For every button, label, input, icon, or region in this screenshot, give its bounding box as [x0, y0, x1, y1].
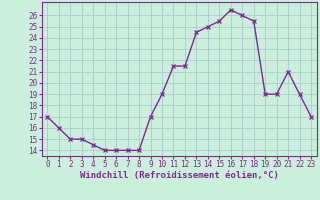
X-axis label: Windchill (Refroidissement éolien,°C): Windchill (Refroidissement éolien,°C): [80, 171, 279, 180]
